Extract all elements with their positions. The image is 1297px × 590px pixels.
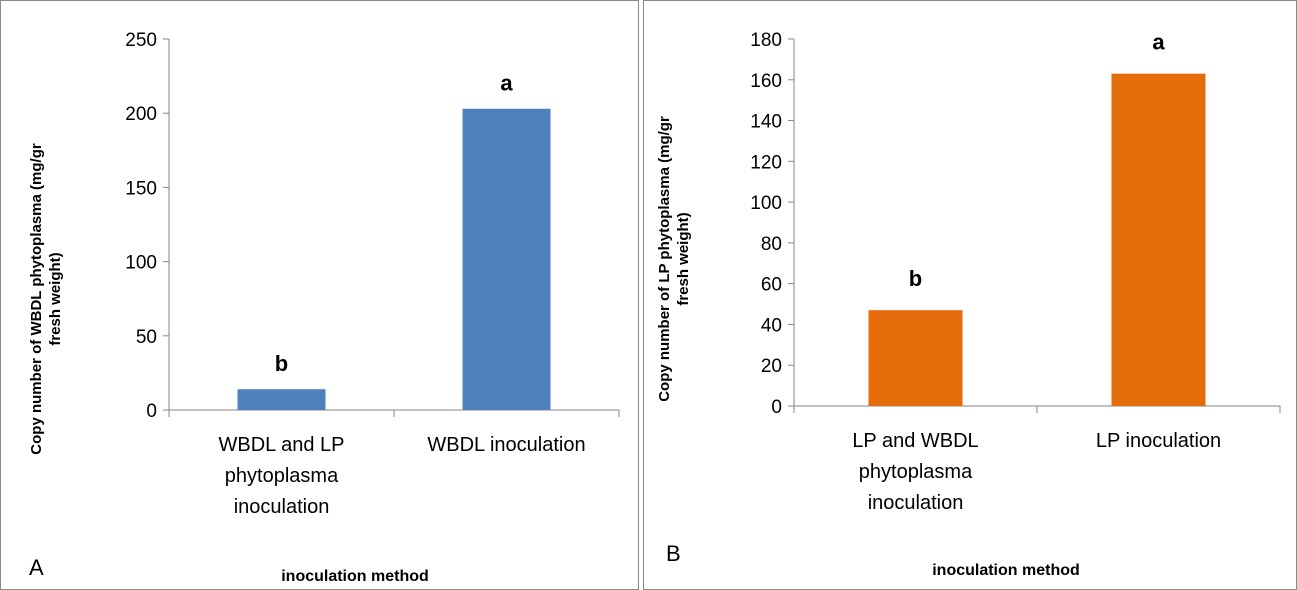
chart-a-bar: [237, 389, 326, 410]
chart-b-category-label: LP inoculation: [1096, 430, 1221, 452]
chart-a-y-tick-label: 0: [146, 401, 157, 422]
chart-b-y-tick-label: 180: [750, 30, 782, 51]
chart-a-category-label-line: phytoplasma: [225, 465, 339, 487]
chart-a-bar: [462, 108, 551, 411]
chart-a-category-label: WBDL and LP phytoplasma inoculation: [219, 434, 345, 518]
chart-a-category-label-line: WBDL inoculation: [427, 434, 585, 456]
chart-a-x-axis-label: inoculation method: [281, 568, 429, 585]
chart-b-svg: 0 20 40 60 80 100 120 140 160 180 b LP and WBDL phyt…: [656, 30, 1281, 579]
chart-b-y-axis-label-line: fresh weight): [675, 212, 692, 305]
chart-a-category-label-line: inoculation: [234, 496, 330, 518]
chart-a-y-tick-label: 150: [125, 178, 157, 199]
chart-b-category-label-line: LP inoculation: [1096, 430, 1221, 452]
chart-b-y-tick-label: 120: [750, 152, 782, 173]
panel-divider: [639, 0, 643, 590]
chart-b-panel-label: B: [666, 541, 681, 566]
chart-a-significance-label: b: [275, 351, 288, 376]
chart-a-category-label-line: WBDL and LP: [219, 434, 345, 456]
chart-b-y-tick-label: 0: [771, 397, 782, 418]
chart-b-y-tick-label: 100: [750, 193, 782, 214]
chart-b-category-label-line: inoculation: [868, 492, 964, 514]
chart-panel-a: 0 50 100 150 200 250 b WBDL and LP phytoplasma in…: [0, 0, 639, 590]
chart-b-significance-label: b: [909, 266, 922, 291]
chart-b-y-tick-label: 160: [750, 71, 782, 92]
chart-b-y-tick-label: 20: [761, 356, 782, 377]
chart-a-y-tick-label: 200: [125, 104, 157, 125]
chart-b-significance-label: a: [1152, 30, 1165, 55]
chart-a-y-axis-label-line: fresh weight): [47, 252, 64, 345]
chart-a-y-axis-label-line: Copy number of WBDL phytoplasma (mg/gr: [28, 143, 45, 455]
chart-b-y-tick-label: 40: [761, 315, 782, 336]
chart-a-svg: 0 50 100 150 200 250 b WBDL and LP phytoplasma in…: [28, 30, 620, 585]
chart-b-category-label: LP and WBDL phytoplasma inoculation: [852, 430, 978, 514]
chart-b-y-axis-label: Copy number of LP phytoplasma (mg/gr fres…: [656, 116, 692, 402]
chart-b-y-tick-label: 80: [761, 234, 782, 255]
chart-b-y-tick-label: 140: [750, 112, 782, 133]
chart-b-x-axis-label: inoculation method: [932, 562, 1080, 579]
chart-b-y-axis-label-line: Copy number of LP phytoplasma (mg/gr: [656, 116, 673, 402]
chart-b-bar: [1111, 73, 1206, 407]
chart-a-y-tick-label: 100: [125, 253, 157, 274]
chart-b-category-label-line: LP and WBDL: [852, 430, 978, 452]
chart-a-significance-label: a: [500, 71, 513, 96]
chart-b-y-tick-label: 60: [761, 275, 782, 296]
chart-a-category-label: WBDL inoculation: [427, 434, 585, 456]
chart-panel-b: 0 20 40 60 80 100 120 140 160 180 b LP and WBDL phyt…: [643, 0, 1297, 590]
chart-a-y-tick-label: 250: [125, 30, 157, 51]
chart-a-panel-label: A: [29, 555, 44, 580]
chart-a-y-axis-label: Copy number of WBDL phytoplasma (mg/gr fr…: [28, 143, 64, 455]
chart-b-bar: [868, 310, 963, 406]
chart-a-y-tick-label: 50: [136, 327, 157, 348]
chart-b-category-label-line: phytoplasma: [859, 461, 973, 483]
